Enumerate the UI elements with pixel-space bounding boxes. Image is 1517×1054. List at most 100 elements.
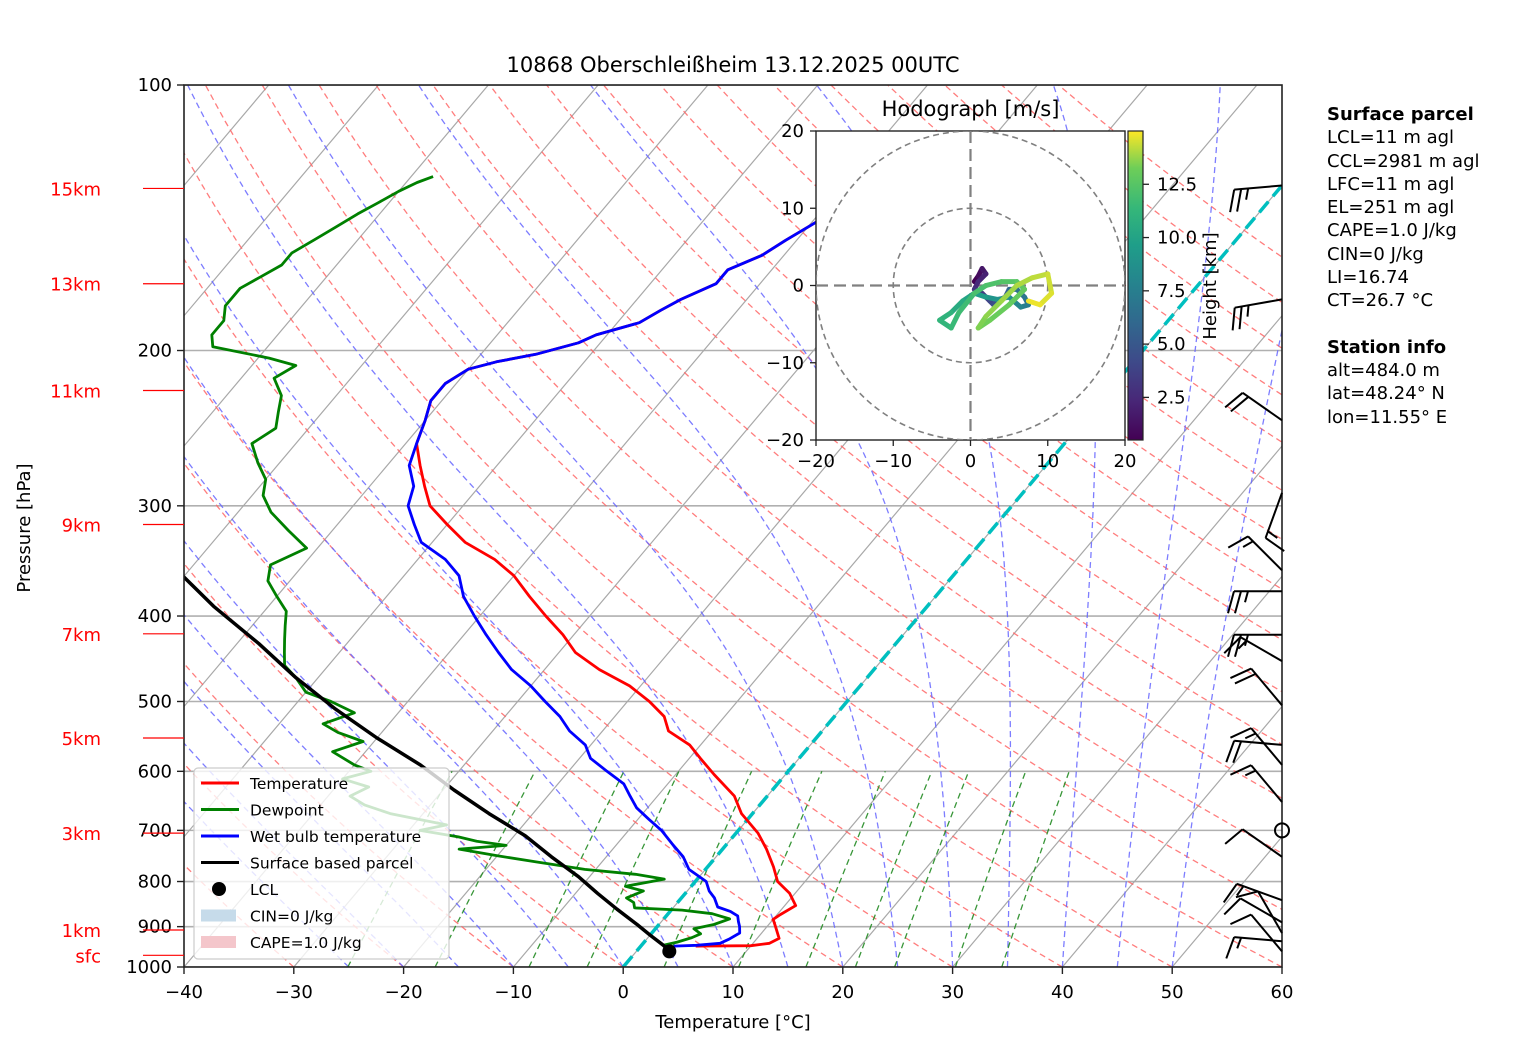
y-tick-label: 200 xyxy=(138,341,172,362)
colorbar-tick-label: 7.5 xyxy=(1157,281,1186,302)
surface-parcel-title: Surface parcel xyxy=(1327,104,1474,125)
y-tick-label: 900 xyxy=(138,917,172,938)
barb-flag xyxy=(1238,306,1243,330)
dry-adiabat xyxy=(375,85,1282,854)
height-label: 15km xyxy=(50,179,101,200)
wind-barb xyxy=(1230,667,1283,706)
legend-swatch xyxy=(201,936,236,948)
hodograph-x-tick-label: 0 xyxy=(965,451,976,472)
barb-flag xyxy=(1224,392,1244,409)
wind-barb xyxy=(1225,739,1283,764)
dry-adiabat xyxy=(184,462,734,967)
surface-line: CT=26.7 °C xyxy=(1327,290,1434,312)
moist-adiabat xyxy=(1116,85,1221,967)
barb-shaft xyxy=(1247,535,1283,572)
hodograph-segment xyxy=(1006,286,1028,308)
mixing-ratio-line xyxy=(854,771,933,967)
mixing-ratio-line xyxy=(663,771,753,967)
y-axis-label: Pressure [hPa] xyxy=(14,463,35,592)
y-tick-label: 700 xyxy=(138,820,172,841)
barb-flag xyxy=(1230,913,1252,926)
barb-flag xyxy=(1235,890,1259,899)
barb-flag xyxy=(1231,307,1236,331)
x-tick-label: −10 xyxy=(494,982,532,1003)
barb-half-flag xyxy=(1242,540,1254,548)
mixing-ratio-line xyxy=(528,771,625,967)
barb-shaft xyxy=(1242,391,1283,422)
legend-label: LCL xyxy=(250,881,278,899)
moist-adiabat xyxy=(287,85,844,967)
wind-barbs xyxy=(1222,184,1290,959)
barb-flag xyxy=(1223,636,1242,654)
x-tick-label: 30 xyxy=(941,982,964,1003)
wind-barb xyxy=(1230,764,1283,803)
wind-barb xyxy=(1230,727,1283,766)
barb-shaft xyxy=(1239,897,1283,924)
station-info-title: Station info xyxy=(1327,336,1447,358)
y-tick-label: 800 xyxy=(138,872,172,893)
x-tick-label: 20 xyxy=(831,982,854,1003)
wind-barb xyxy=(1274,822,1290,839)
y-tick-label: 400 xyxy=(138,606,172,627)
mixing-ratio-line xyxy=(805,771,886,967)
barb-half-flag xyxy=(1245,188,1250,200)
hodograph-y-tick-label: −10 xyxy=(766,353,804,374)
barb-flag xyxy=(1230,667,1252,679)
dry-adiabat xyxy=(184,562,624,967)
barb-flag xyxy=(1227,535,1249,549)
surface-line: CCL=2981 m agl xyxy=(1327,150,1480,172)
series-wet-bulb-temperature xyxy=(406,166,904,948)
y-tick-label: 1000 xyxy=(126,957,172,978)
colorbar-tick-label: 12.5 xyxy=(1157,174,1197,195)
y-tick-label: 500 xyxy=(138,691,172,712)
wind-barb xyxy=(1224,828,1283,858)
barb-shaft xyxy=(1250,667,1283,706)
wind-barb xyxy=(1224,391,1283,422)
barb-half-flag xyxy=(1244,769,1257,777)
wind-barb xyxy=(1223,636,1283,662)
hodograph-segment xyxy=(983,298,1004,319)
colorbar-tick-label: 10.0 xyxy=(1157,228,1197,249)
wind-barb xyxy=(1229,184,1283,213)
x-tick-label: 60 xyxy=(1271,982,1294,1003)
moist-adiabat xyxy=(417,85,899,967)
x-tick-label: 40 xyxy=(1051,982,1074,1003)
wind-barb xyxy=(1231,298,1283,331)
surface-line: EL=251 m agl xyxy=(1327,197,1455,219)
wind-barb xyxy=(1227,590,1282,614)
moist-adiabat xyxy=(184,356,679,967)
series-surface-based-parcel xyxy=(184,574,671,953)
hodograph-segment xyxy=(948,298,966,316)
isotherm-gridline xyxy=(184,85,599,578)
x-tick-label: −30 xyxy=(275,982,313,1003)
barb-flag xyxy=(1232,740,1243,764)
barb-half-flag xyxy=(1244,591,1249,603)
hodograph-segment xyxy=(1029,271,1051,281)
moist-adiabat xyxy=(184,613,514,967)
surface-line: CAPE=1.0 J/kg xyxy=(1327,220,1457,242)
height-label: sfc xyxy=(75,946,101,967)
mixing-ratio-line xyxy=(893,771,970,967)
height-label: 11km xyxy=(50,381,101,402)
isotherm-gridline xyxy=(1061,705,1282,967)
dry-adiabat xyxy=(261,85,1282,967)
dry-adiabat xyxy=(432,85,1282,799)
isotherm-gridline xyxy=(842,445,1282,967)
hodograph-y-tick-label: −20 xyxy=(766,430,804,451)
hodograph-segment xyxy=(983,279,1004,288)
height-label: 5km xyxy=(62,729,101,750)
barb-shaft xyxy=(1250,913,1283,953)
x-tick-label: 0 xyxy=(617,982,628,1003)
hodograph-plot xyxy=(816,131,1125,440)
isotherm-gridline xyxy=(184,85,489,447)
dry-adiabat xyxy=(184,257,953,967)
hodograph-title: Hodograph [m/s] xyxy=(882,97,1060,121)
mixing-ratio-line xyxy=(954,771,1027,967)
wind-barb xyxy=(1227,535,1283,572)
barb-shaft xyxy=(1234,298,1283,309)
x-tick-label: 10 xyxy=(722,982,745,1003)
legend-label: Dewpoint xyxy=(250,802,324,820)
profiles xyxy=(184,166,904,959)
station-line: alt=484.0 m xyxy=(1327,359,1440,381)
